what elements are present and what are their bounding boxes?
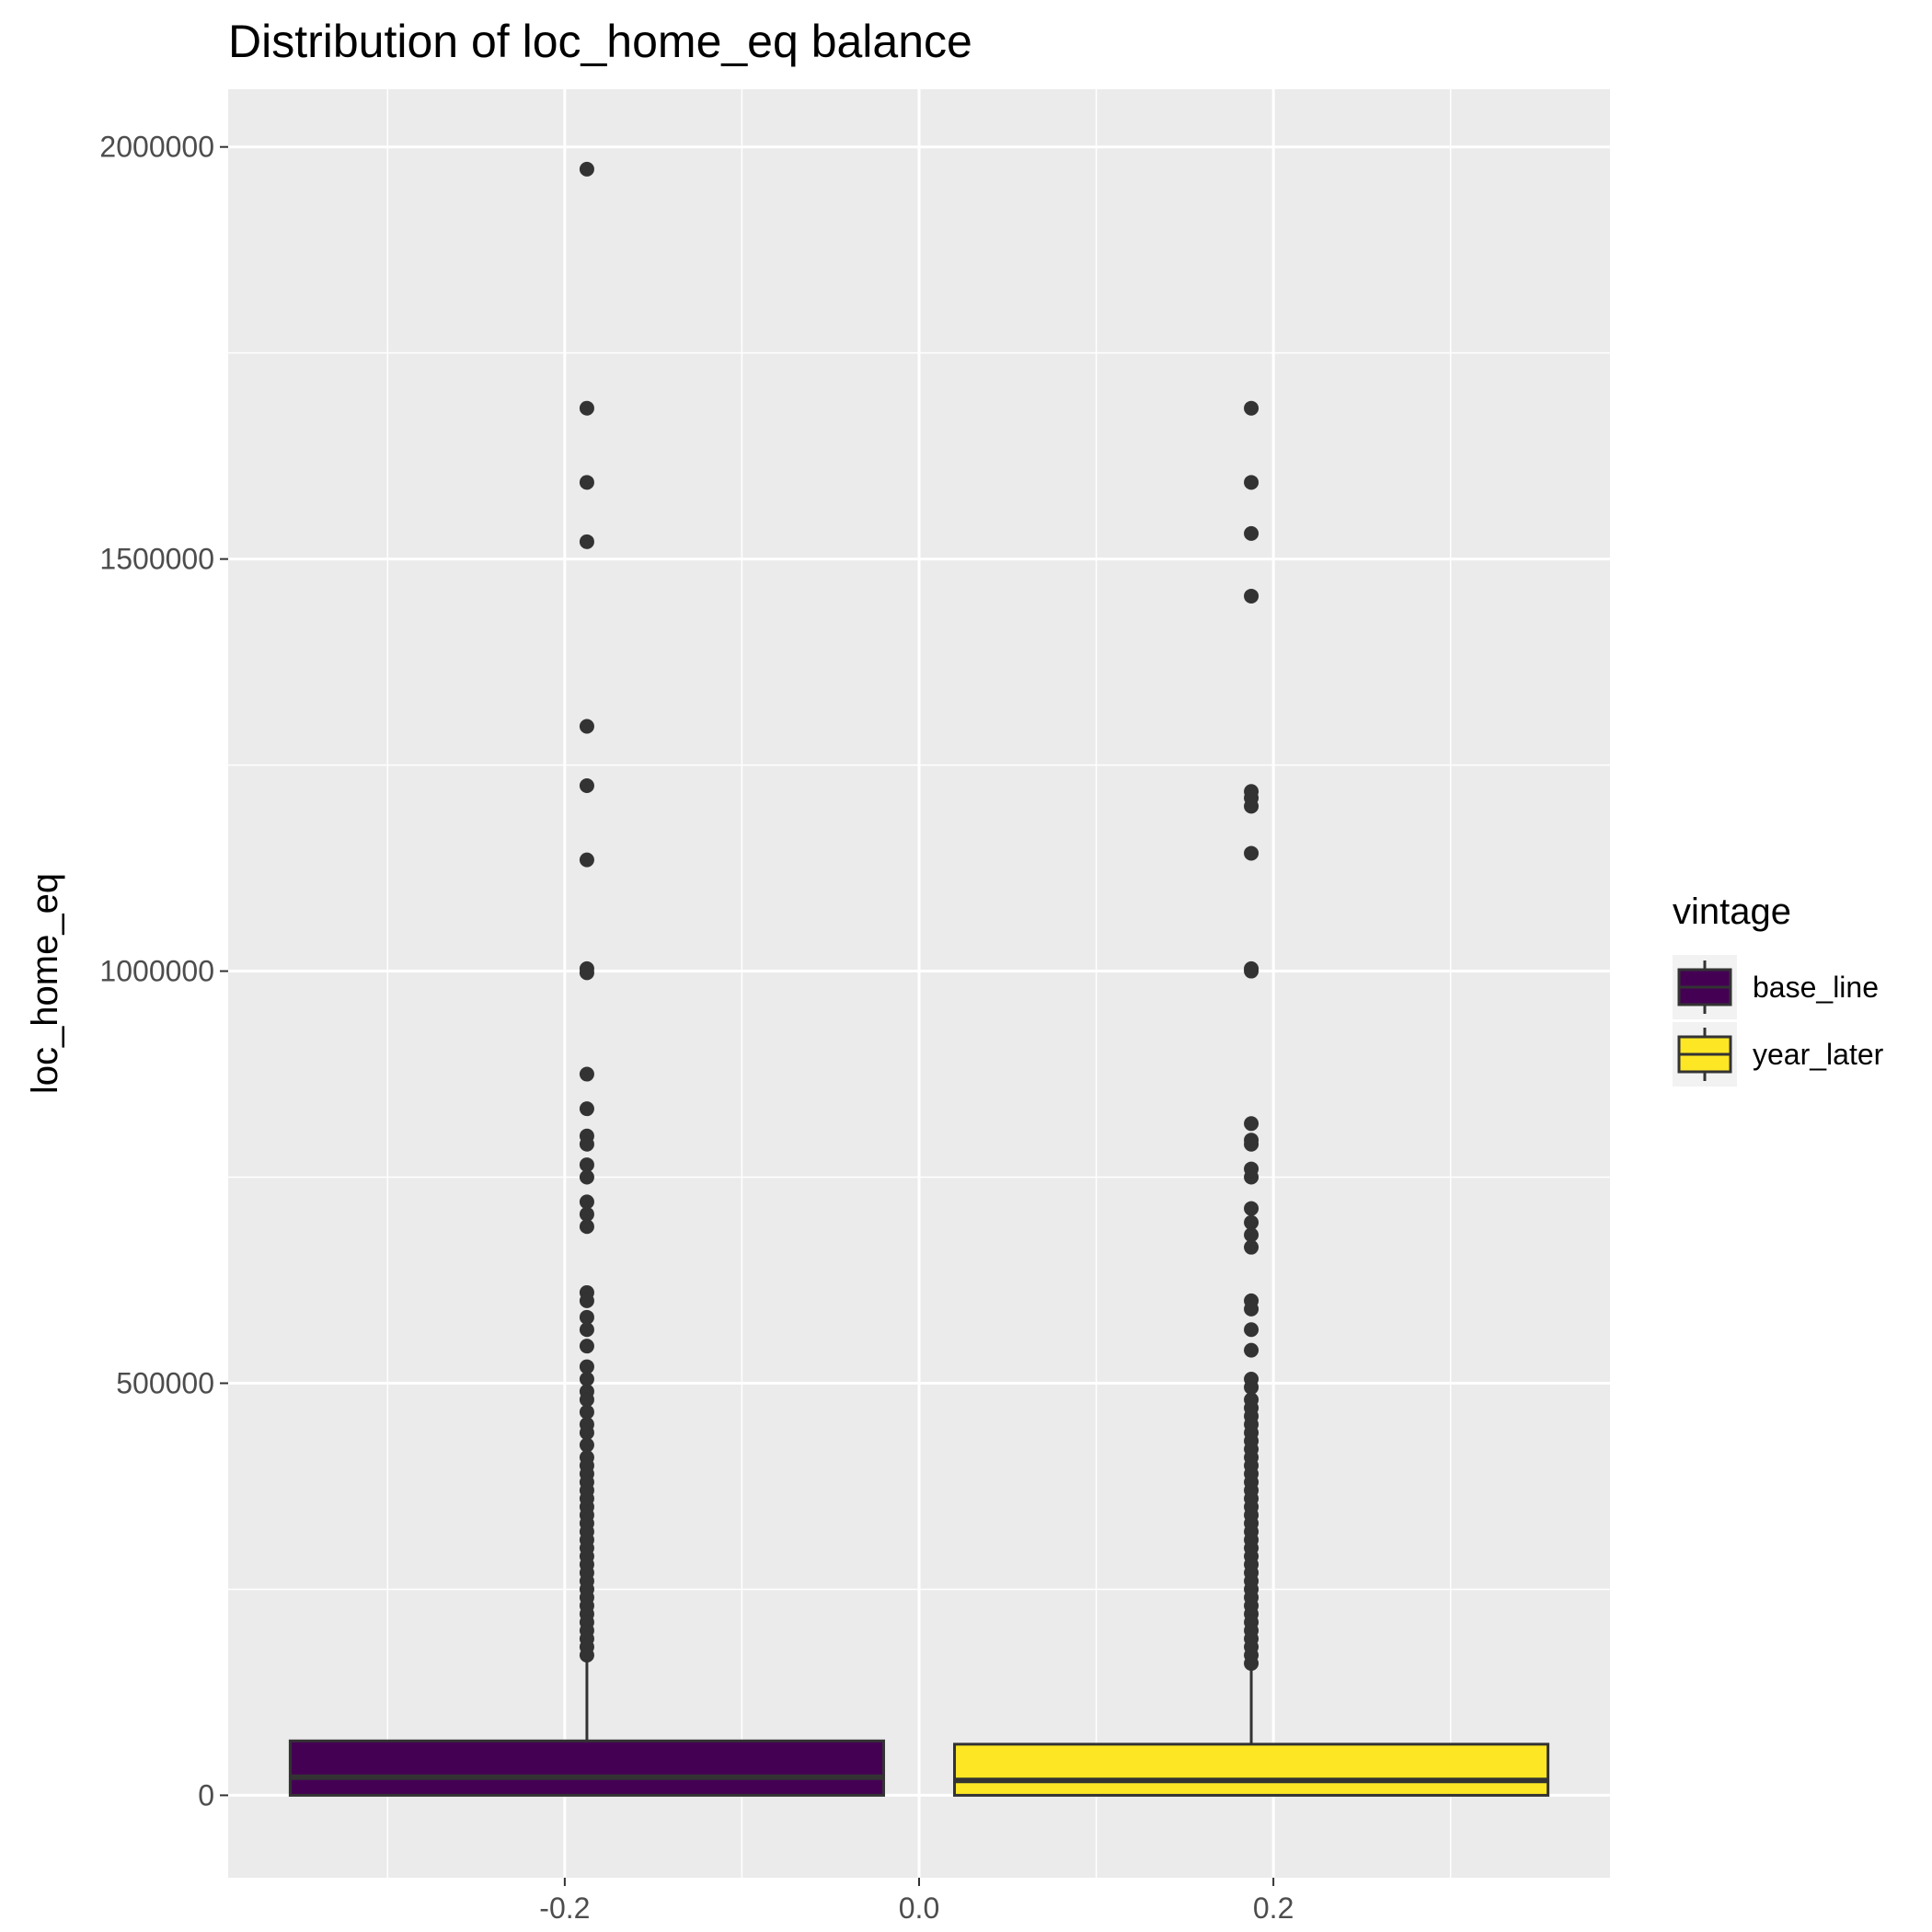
outlier-point <box>1244 1342 1259 1358</box>
outlier-point <box>579 1157 594 1173</box>
outlier-point <box>579 1194 594 1210</box>
outlier-point <box>1244 475 1259 490</box>
outlier-point <box>1244 1656 1259 1672</box>
box-base_line <box>288 161 885 1797</box>
chart-title: Distribution of loc_home_eq balance <box>228 16 972 67</box>
y-tick-label: 2000000 <box>99 131 214 164</box>
outlier-point <box>1244 799 1259 814</box>
outlier-point <box>579 400 594 416</box>
outlier-point <box>1244 963 1259 979</box>
outlier-point <box>1244 1201 1259 1216</box>
outlier-point <box>579 1372 594 1387</box>
x-tick-label: 0.2 <box>1253 1892 1294 1925</box>
box-year_later <box>953 400 1550 1797</box>
outlier-point <box>1244 525 1259 541</box>
legend-entry-year_later: year_later <box>1673 1022 1884 1087</box>
outlier-point <box>579 1392 594 1408</box>
outlier-point <box>579 1136 594 1152</box>
outlier-point <box>579 1648 594 1663</box>
outlier-point <box>579 534 594 549</box>
y-axis-title: loc_home_eq <box>25 873 65 1094</box>
x-tick-label: -0.2 <box>539 1892 590 1925</box>
y-tick-label: 0 <box>198 1778 214 1811</box>
outlier-point <box>1244 588 1259 604</box>
outlier-point <box>579 1066 594 1082</box>
outlier-point <box>579 1293 594 1308</box>
outlier-point <box>1244 1227 1259 1243</box>
outlier-point <box>579 1219 594 1235</box>
outlier-point <box>579 1404 594 1420</box>
outlier-point <box>1244 845 1259 861</box>
outlier-point <box>579 1339 594 1354</box>
outlier-point <box>579 777 594 793</box>
box-iqr <box>288 1739 885 1797</box>
y-tick-label: 1500000 <box>99 543 214 576</box>
outlier-point <box>579 1322 594 1338</box>
outlier-point <box>1244 1239 1259 1255</box>
legend-entry-base_line: base_line <box>1673 955 1879 1019</box>
outlier-point <box>579 719 594 734</box>
boxes <box>288 161 1550 1797</box>
y-tick-label: 1000000 <box>99 955 214 988</box>
outlier-point <box>579 1206 594 1222</box>
legend: vintage base_line year_later <box>1673 891 1884 1087</box>
outlier-point <box>1244 1136 1259 1152</box>
outlier-point <box>579 1425 594 1441</box>
outlier-point <box>579 1309 594 1325</box>
legend-label: year_later <box>1753 1038 1884 1071</box>
legend-label: base_line <box>1753 971 1879 1004</box>
outlier-point <box>1244 1214 1259 1230</box>
outlier-point <box>1244 1169 1259 1185</box>
box-iqr <box>953 1742 1550 1797</box>
outlier-point <box>579 475 594 490</box>
outlier-point <box>579 1437 594 1453</box>
outlier-point <box>1244 400 1259 416</box>
x-axis: -0.2 0.0 0.2 <box>539 1878 1294 1925</box>
outlier-point <box>579 1101 594 1117</box>
legend-title: vintage <box>1673 891 1791 932</box>
outlier-point <box>579 965 594 981</box>
x-tick-label: 0.0 <box>899 1892 939 1925</box>
y-axis: 0 500000 1000000 1500000 2000000 <box>99 131 228 1811</box>
outlier-point <box>579 852 594 868</box>
outlier-point <box>579 1169 594 1185</box>
outlier-point <box>579 1359 594 1374</box>
outlier-point <box>1244 1379 1259 1395</box>
outlier-point <box>579 161 594 177</box>
outlier-point <box>1244 1301 1259 1317</box>
y-tick-label: 500000 <box>116 1366 214 1399</box>
outlier-point <box>1244 1322 1259 1338</box>
outlier-point <box>1244 1116 1259 1132</box>
